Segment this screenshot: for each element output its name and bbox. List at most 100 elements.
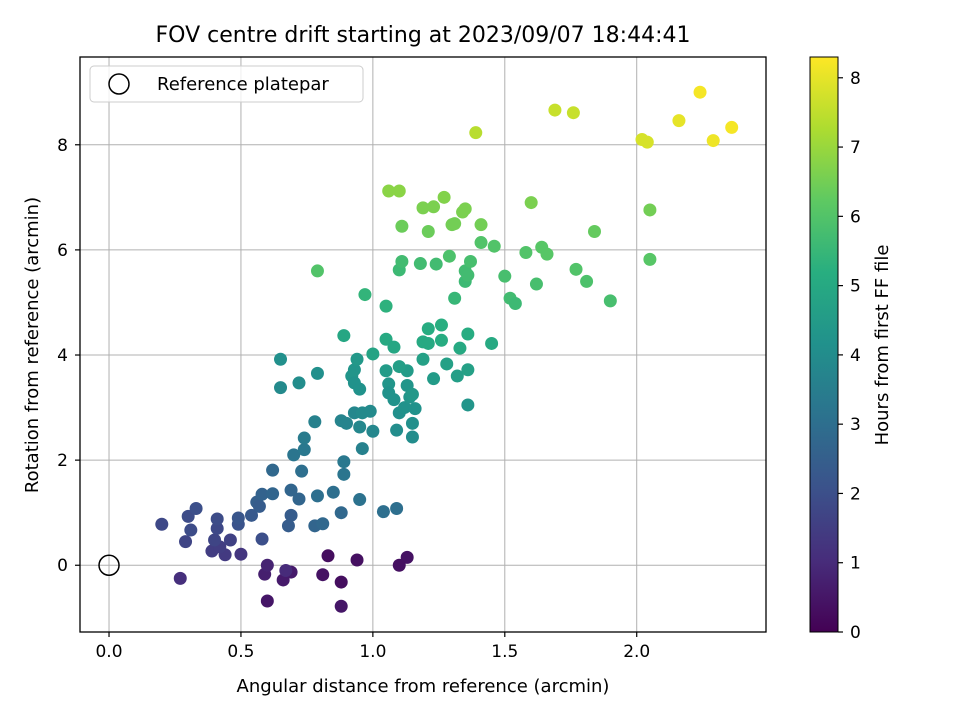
data-point: [487, 239, 501, 253]
data-point: [580, 274, 594, 288]
data-point: [448, 217, 462, 231]
data-point: [588, 224, 601, 238]
data-point: [405, 430, 419, 444]
data-point: [427, 200, 441, 214]
data-point: [266, 487, 280, 501]
data-point: [245, 508, 258, 522]
data-points: [155, 85, 739, 613]
data-point: [725, 120, 739, 134]
colorbar-label: Hours from first FF file: [872, 245, 893, 446]
data-point: [453, 341, 467, 355]
data-point: [416, 201, 430, 215]
data-point: [155, 517, 169, 531]
data-point: [469, 126, 483, 140]
data-point: [529, 277, 543, 291]
colorbar-tick-label: 2: [850, 484, 861, 504]
data-point: [279, 564, 293, 578]
data-point: [474, 218, 488, 232]
data-point: [284, 508, 298, 522]
data-point: [382, 184, 396, 198]
data-point: [358, 288, 372, 302]
data-point: [334, 575, 348, 589]
colorbar-tick-label: 5: [850, 277, 861, 297]
data-point: [231, 511, 245, 525]
data-point: [255, 487, 269, 501]
data-point: [400, 550, 414, 564]
data-point: [421, 336, 435, 350]
data-point: [706, 134, 720, 148]
reference-marker: [98, 554, 120, 576]
data-point: [260, 558, 274, 572]
data-point: [450, 369, 464, 383]
colorbar-tick-label: 1: [850, 554, 861, 574]
data-point: [363, 404, 377, 418]
data-point: [274, 352, 288, 366]
colorbar: [809, 56, 839, 633]
colorbar-tick-label: 8: [850, 69, 861, 89]
x-tick-label: 2.0: [623, 642, 650, 662]
data-point: [474, 236, 488, 250]
data-point: [353, 493, 367, 507]
data-point: [292, 376, 306, 390]
chart-title: FOV centre drift starting at 2023/09/07 …: [156, 23, 691, 48]
data-point: [266, 463, 280, 477]
data-point: [366, 347, 380, 361]
data-point: [640, 135, 654, 149]
data-point: [392, 184, 406, 198]
reference-platepar-marker: [98, 554, 120, 576]
data-point: [337, 467, 351, 481]
data-point: [326, 485, 340, 499]
legend-box: [89, 65, 364, 103]
y-axis-label: Rotation from reference (arcmin): [22, 197, 43, 493]
data-point: [519, 246, 533, 260]
data-point: [337, 455, 351, 469]
data-point: [353, 382, 367, 396]
data-point: [382, 377, 396, 391]
y-tick-label: 4: [57, 346, 68, 366]
y-tick-label: 8: [57, 136, 68, 156]
data-point: [179, 535, 193, 549]
data-point: [337, 329, 351, 343]
data-point: [440, 357, 454, 371]
data-point: [461, 327, 475, 341]
data-point: [366, 424, 380, 438]
data-point: [408, 402, 422, 416]
data-point: [392, 558, 406, 572]
data-point: [672, 114, 686, 128]
plot-frame: [79, 56, 767, 633]
data-point: [485, 336, 499, 350]
data-point: [540, 247, 554, 261]
y-tick-label: 6: [57, 241, 68, 261]
x-axis-label: Angular distance from reference (arcmin): [237, 676, 610, 697]
data-point: [295, 464, 309, 478]
data-point: [234, 547, 248, 561]
data-point: [287, 448, 301, 462]
colorbar-tick-label: 7: [850, 138, 861, 158]
y-axis-ticks: 0 2 4 6 8: [57, 136, 80, 576]
data-point: [353, 420, 367, 434]
data-point: [398, 401, 412, 415]
data-point: [379, 299, 393, 313]
data-point: [297, 431, 311, 445]
data-point: [189, 501, 203, 515]
data-point: [284, 483, 298, 497]
data-point: [448, 291, 462, 305]
legend: Reference platepar: [89, 65, 364, 103]
data-point: [405, 416, 419, 430]
legend-marker-icon: [108, 73, 130, 95]
data-point: [442, 249, 456, 263]
colorbar-tick-label: 6: [850, 207, 861, 227]
data-point: [387, 393, 401, 407]
data-point: [548, 103, 562, 117]
data-point: [387, 340, 401, 354]
data-point: [339, 416, 353, 430]
x-tick-label: 1.0: [359, 642, 386, 662]
legend-entry-reference-platepar: Reference platepar: [157, 74, 329, 95]
data-point: [210, 521, 224, 535]
data-point: [416, 352, 430, 366]
data-point: [413, 257, 427, 271]
data-point: [429, 257, 443, 271]
data-point: [379, 364, 393, 378]
data-point: [461, 398, 475, 412]
data-point: [252, 499, 266, 513]
